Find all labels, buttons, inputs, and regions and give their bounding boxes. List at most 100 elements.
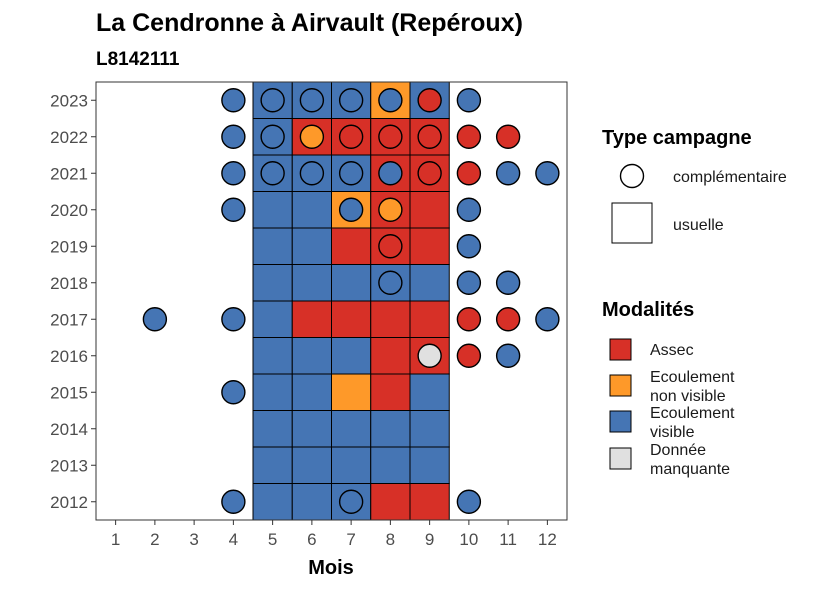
square-mark (331, 337, 372, 375)
square-mark (331, 410, 372, 448)
legend-square-key (611, 202, 653, 244)
square-mark (331, 227, 372, 265)
circle-mark (338, 197, 364, 222)
square-mark (252, 264, 293, 302)
square-mark (409, 300, 450, 338)
plot-border (95, 81, 568, 521)
chart-title: La Cendronne à Airvault (Repéroux) (96, 9, 523, 37)
square-mark (409, 373, 450, 411)
circle-mark (456, 489, 482, 514)
square-mark (291, 191, 332, 229)
legend-label-usuelle: usuelle (673, 217, 724, 234)
square-mark (291, 410, 332, 448)
square-mark (291, 373, 332, 411)
circle-mark (456, 234, 482, 259)
circle-mark (417, 88, 442, 113)
square-mark (370, 483, 411, 521)
square-mark (291, 337, 332, 375)
circle-mark (378, 197, 403, 222)
x-tick-label: 3 (189, 530, 198, 549)
y-tick-label: 2015 (50, 383, 88, 402)
square-mark (331, 446, 372, 484)
complementaire-circles (142, 88, 560, 514)
circle-mark (495, 343, 521, 368)
legend-circle-key (619, 163, 645, 189)
circle-mark (456, 307, 482, 332)
circle-mark (221, 489, 246, 514)
y-tick-label: 2019 (50, 237, 88, 256)
square-mark (291, 446, 332, 484)
circle-mark (495, 161, 521, 186)
square-mark (370, 300, 411, 338)
y-tick-label: 2016 (50, 347, 88, 366)
legend-key-assec (609, 338, 632, 361)
circle-mark (299, 88, 325, 113)
circle-mark (417, 161, 442, 186)
y-tick-label: 2018 (50, 274, 88, 293)
legend-label-donnee_manquante-line1: Donnée (650, 442, 706, 459)
square-mark (409, 410, 450, 448)
circle-mark (221, 380, 246, 405)
square-mark (252, 373, 293, 411)
square-mark (409, 264, 450, 302)
y-tick-label: 2021 (50, 164, 88, 183)
circle-mark (495, 124, 521, 149)
x-tick-label: 9 (425, 530, 434, 549)
circle-mark (260, 161, 285, 186)
square-mark (409, 191, 450, 229)
circle-mark (378, 124, 403, 149)
legend-label-assec: Assec (650, 342, 694, 359)
square-mark (291, 483, 332, 521)
circle-mark (456, 88, 482, 113)
circle-mark (338, 124, 364, 149)
circle-mark (378, 161, 403, 186)
legend-key-ecoulement_non_visible (609, 374, 632, 397)
x-tick-label: 12 (538, 530, 557, 549)
circle-mark (378, 234, 403, 259)
circle-mark (299, 124, 325, 149)
y-tick-label: 2014 (50, 420, 88, 439)
legend-label-ecoulement_visible-line1: Ecoulement (650, 405, 735, 422)
circle-mark (338, 88, 364, 113)
x-tick-label: 7 (346, 530, 355, 549)
circle-mark (535, 307, 560, 332)
square-mark (252, 300, 293, 338)
square-mark (409, 446, 450, 484)
legend: Type campagne complémentaire usuelle Modali… (602, 127, 787, 478)
circle-mark (456, 343, 482, 368)
circle-mark (456, 161, 482, 186)
square-mark (370, 446, 411, 484)
square-mark (252, 191, 293, 229)
legend-key-donnee_manquante (609, 447, 632, 470)
circle-mark (456, 124, 482, 149)
circle-mark (456, 197, 482, 222)
y-tick-label: 2022 (50, 128, 88, 147)
circle-mark (142, 307, 168, 332)
square-mark (291, 300, 332, 338)
circle-mark (260, 124, 285, 149)
legend-shape-title: Type campagne (602, 127, 752, 149)
x-tick-label: 6 (307, 530, 316, 549)
square-mark (370, 337, 411, 375)
circle-mark (221, 161, 246, 186)
x-axis: 1 2 3 4 5 6 7 8 9 10 11 12 (111, 520, 557, 549)
legend-label-ecoulement_visible-line2: visible (650, 424, 695, 441)
y-tick-label: 2023 (50, 91, 88, 110)
legend-label-ecoulement_non_visible-line1: Ecoulement (650, 369, 735, 386)
circle-mark (221, 307, 246, 332)
x-tick-label: 11 (499, 530, 517, 549)
y-tick-label: 2013 (50, 456, 88, 475)
x-axis-title: Mois (308, 557, 354, 579)
square-mark (252, 337, 293, 375)
square-mark (291, 227, 332, 265)
square-mark (252, 410, 293, 448)
circle-mark (495, 270, 521, 295)
square-mark (252, 446, 293, 484)
circle-mark (338, 161, 364, 186)
legend-label-donnee_manquante-line2: manquante (650, 461, 730, 478)
x-tick-label: 4 (229, 530, 238, 549)
legend-label-ecoulement_non_visible-line2: non visible (650, 388, 726, 405)
circle-mark (378, 88, 403, 113)
x-tick-label: 1 (111, 530, 120, 549)
